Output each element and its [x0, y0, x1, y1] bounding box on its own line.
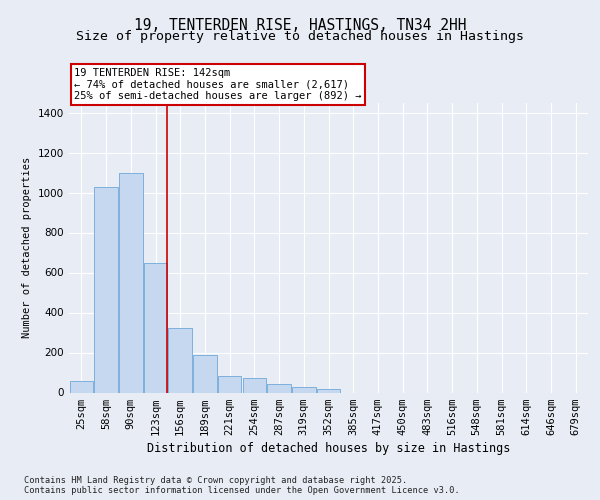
- Bar: [144, 262, 167, 392]
- Bar: [70, 380, 93, 392]
- Text: Size of property relative to detached houses in Hastings: Size of property relative to detached ho…: [76, 30, 524, 43]
- Bar: [119, 172, 143, 392]
- X-axis label: Distribution of detached houses by size in Hastings: Distribution of detached houses by size …: [147, 442, 510, 455]
- Y-axis label: Number of detached properties: Number of detached properties: [22, 157, 32, 338]
- Text: 19, TENTERDEN RISE, HASTINGS, TN34 2HH: 19, TENTERDEN RISE, HASTINGS, TN34 2HH: [134, 18, 466, 32]
- Text: 19 TENTERDEN RISE: 142sqm
← 74% of detached houses are smaller (2,617)
25% of se: 19 TENTERDEN RISE: 142sqm ← 74% of detac…: [74, 68, 362, 101]
- Bar: [242, 378, 266, 392]
- Bar: [193, 354, 217, 393]
- Bar: [218, 376, 241, 392]
- Text: Contains HM Land Registry data © Crown copyright and database right 2025.
Contai: Contains HM Land Registry data © Crown c…: [24, 476, 460, 495]
- Bar: [317, 388, 340, 392]
- Bar: [292, 386, 316, 392]
- Bar: [94, 186, 118, 392]
- Bar: [169, 328, 192, 392]
- Bar: [268, 384, 291, 392]
